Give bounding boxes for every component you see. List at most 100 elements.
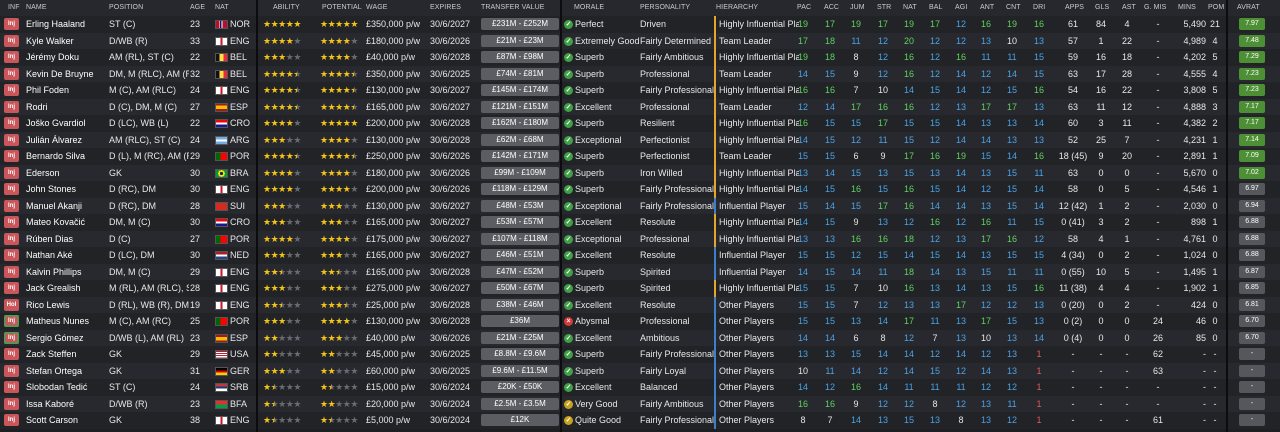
transfer-value[interactable]: £36M [481, 315, 559, 327]
transfer-value[interactable]: £20K - £50K [481, 381, 559, 393]
injury-badge[interactable]: Inj [4, 348, 19, 360]
injury-badge[interactable]: Inj [4, 166, 19, 179]
table-row[interactable]: Inj Rúben Dias D (C) 27 POR ★★★★★ ★★★★★ £175,00… [0, 230, 1280, 247]
col-inf[interactable]: INF [8, 4, 20, 11]
table-row[interactable]: Inj Joško Gvardiol D (LC), WB (L) 22 CRO ★★★★… [0, 115, 1280, 132]
table-row[interactable]: Inj Mateo Kovačić DM, M (C) 30 CRO ★★★★★ ★★★★★… [0, 214, 1280, 231]
injury-badge[interactable]: Inj [4, 331, 19, 344]
table-row[interactable]: Inj Phil Foden M (C), AM (RLC) 24 ENG ★★★★★ ★★… [0, 82, 1280, 99]
table-row[interactable]: Inj Matheus Nunes M (C), AM (RC) 25 POR ★★★★★… [0, 313, 1280, 330]
table-row[interactable]: Inj Slobodan Tedić ST (C) 24 SRB ★★★★★ ★★★★★ £1… [0, 379, 1280, 396]
col-pom[interactable]: POM [1208, 4, 1225, 11]
injury-badge[interactable]: Inj [4, 414, 19, 426]
injury-badge[interactable]: Inj [4, 117, 19, 129]
transfer-value[interactable]: £53M - £57M [481, 216, 559, 228]
injury-badge[interactable]: Inj [4, 381, 19, 393]
col-cnt[interactable]: CNT [1006, 4, 1021, 11]
col-morale[interactable]: MORALE [574, 4, 605, 11]
table-row[interactable]: Inj Ederson GK 30 BRA ★★★★★ ★★★★★ £180,000 p/w 3… [0, 164, 1280, 181]
col-jum[interactable]: JUM [850, 4, 865, 11]
injury-badge[interactable]: Hol [4, 298, 19, 311]
transfer-value[interactable]: £74M - £81M [481, 67, 559, 80]
injury-badge[interactable]: Inj [4, 232, 19, 245]
transfer-value[interactable]: £9.6M - £11.5M [481, 364, 559, 377]
col-name[interactable]: NAME [26, 4, 47, 11]
col-ant[interactable]: ANT [980, 4, 995, 11]
table-row[interactable]: Inj Rodri D (C), DM, M (C) 27 ESP ★★★★★ ★★★★★ £… [0, 98, 1280, 115]
col-transfer-value[interactable]: TRANSFER VALUE [481, 4, 545, 11]
table-row[interactable]: Inj Kyle Walker D/WB (R) 33 ENG ★★★★★ ★★★★★ £18… [0, 32, 1280, 49]
transfer-value[interactable]: £38M - £46M [481, 298, 559, 311]
injury-badge[interactable]: Inj [4, 282, 19, 294]
table-row[interactable]: Inj Stefan Ortega GK 31 GER ★★★★★ ★★★★★ £60,000… [0, 362, 1280, 379]
transfer-value[interactable]: £2.5M - £3.5M [481, 397, 559, 410]
injury-badge[interactable]: Inj [4, 34, 19, 47]
transfer-value[interactable]: £50M - £67M [481, 282, 559, 294]
col-position[interactable]: POSITION [109, 4, 144, 11]
col-hierarchy[interactable]: HIERARCHY [716, 4, 759, 11]
table-row[interactable]: Inj Jack Grealish M (RL), AM (RLC), ST (C)… [0, 280, 1280, 297]
table-row[interactable]: Inj Manuel Akanji D (RC), DM 28 SUI ★★★★★ ★★★★… [0, 197, 1280, 214]
col-gls[interactable]: GLS [1095, 4, 1110, 11]
col-personality[interactable]: PERSONALITY [640, 4, 691, 11]
transfer-value[interactable]: £121M - £151M [481, 100, 559, 113]
transfer-value[interactable]: £142M - £171M [481, 150, 559, 162]
injury-badge[interactable]: Inj [4, 150, 19, 162]
injury-badge[interactable]: Inj [4, 265, 19, 278]
col-ability[interactable]: ABILITY [273, 4, 300, 11]
injury-badge[interactable]: Inj [4, 18, 19, 30]
transfer-value[interactable]: £162M - £180M [481, 117, 559, 129]
table-row[interactable]: Inj John Stones D (RC), DM 30 ENG ★★★★★ ★★★★★ £… [0, 181, 1280, 198]
col-avrat[interactable]: AVRAT [1237, 4, 1260, 11]
col-potential[interactable]: POTENTIAL [322, 4, 362, 11]
table-row[interactable]: Inj Nathan Aké D (LC), DM 30 NED ★★★★★ ★★★★★ £1… [0, 247, 1280, 264]
col-str[interactable]: STR [877, 4, 892, 11]
transfer-value[interactable]: £145M - £174M [481, 84, 559, 96]
transfer-value[interactable]: £118M - £129M [481, 183, 559, 195]
col-nat-stat[interactable]: NAT [903, 4, 917, 11]
injury-badge[interactable]: Inj [4, 315, 19, 327]
transfer-value[interactable]: £46M - £51M [481, 249, 559, 261]
table-row[interactable]: Inj Sergio Gómez D/WB (L), AM (RL) 23 ESP ★★★… [0, 329, 1280, 346]
col-mins[interactable]: MINS [1178, 4, 1196, 11]
transfer-value[interactable]: £62M - £68M [481, 133, 559, 146]
injury-badge[interactable]: Inj [4, 364, 19, 377]
col-gmis[interactable]: G. MIS [1144, 4, 1167, 11]
transfer-value[interactable]: £12K [481, 414, 559, 426]
table-row[interactable]: Inj Erling Haaland ST (C) 23 NOR ★★★★★ ★★★★★ £3… [0, 16, 1280, 33]
table-row[interactable]: Inj Issa Kaboré D/WB (R) 23 BFA ★★★★★ ★★★★★ £20… [0, 395, 1280, 412]
table-row[interactable]: Inj Zack Steffen GK 29 USA ★★★★★ ★★★★★ £45,000 … [0, 346, 1280, 363]
injury-badge[interactable]: Inj [4, 397, 19, 410]
transfer-value[interactable]: £99M - £109M [481, 166, 559, 179]
col-bal[interactable]: BAL [929, 4, 943, 11]
injury-badge[interactable]: Inj [4, 51, 19, 63]
col-expires[interactable]: EXPIRES [430, 4, 462, 11]
col-acc[interactable]: ACC [824, 4, 840, 11]
injury-badge[interactable]: Inj [4, 216, 19, 228]
table-row[interactable]: Inj Julián Álvarez AM (RLC), ST (C) 24 ARG ★★… [0, 131, 1280, 148]
transfer-value[interactable]: £47M - £52M [481, 265, 559, 278]
col-pac[interactable]: PAC [797, 4, 812, 11]
col-dri[interactable]: DRI [1033, 4, 1046, 11]
injury-badge[interactable]: Inj [4, 84, 19, 96]
table-row[interactable]: Inj Kevin De Bruyne DM, M (RLC), AM (RC)32… [0, 65, 1280, 82]
table-row[interactable]: Inj Kalvin Phillips DM, M (C) 29 ENG ★★★★★ ★★★… [0, 263, 1280, 280]
col-nat[interactable]: NAT [215, 4, 229, 11]
table-row[interactable]: Inj Jérémy Doku AM (RL), ST (C) 22 BEL ★★★★★ ★… [0, 49, 1280, 66]
col-apps[interactable]: APPS [1065, 4, 1085, 11]
transfer-value[interactable]: £87M - £98M [481, 51, 559, 63]
injury-badge[interactable]: Inj [4, 249, 19, 261]
transfer-value[interactable]: £21M - £23M [481, 34, 559, 47]
col-agi[interactable]: AGI [955, 4, 968, 11]
col-wage[interactable]: WAGE [366, 4, 388, 11]
transfer-value[interactable]: £48M - £53M [481, 199, 559, 212]
transfer-value[interactable]: £231M - £252M [481, 18, 559, 30]
table-row[interactable]: Inj Bernardo Silva D (L), M (RC), AM (RLC)… [0, 148, 1280, 165]
injury-badge[interactable]: Inj [4, 133, 19, 146]
injury-badge[interactable]: Inj [4, 100, 19, 113]
injury-badge[interactable]: Inj [4, 67, 19, 80]
table-row[interactable]: Inj Scott Carson GK 38 ENG ★★★★★ ★★★★★ £5,000 p… [0, 412, 1280, 429]
col-age[interactable]: AGE [190, 4, 206, 11]
injury-badge[interactable]: Inj [4, 183, 19, 195]
